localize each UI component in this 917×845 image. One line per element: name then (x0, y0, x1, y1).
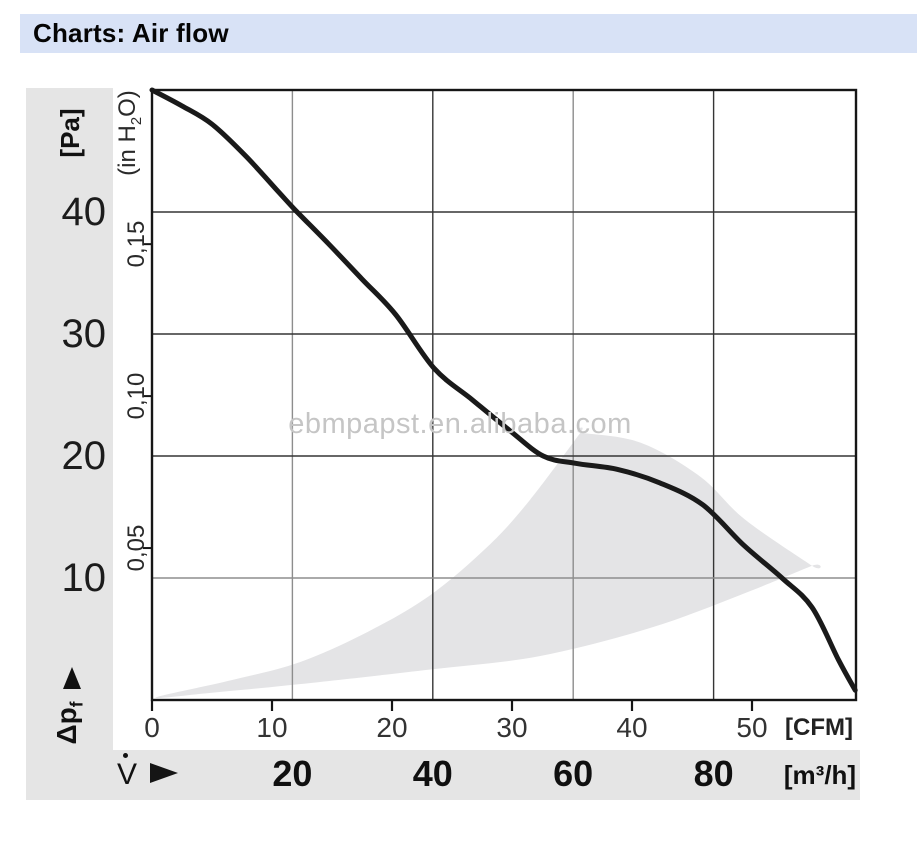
inh2o-unit-pre: (in H (114, 125, 141, 176)
dpf-sub: f (66, 701, 87, 708)
up-arrow-icon (63, 667, 81, 690)
cfm-unit-label: [CFM] (785, 714, 853, 741)
dpf-text: Δpf (50, 702, 94, 745)
pa-tick-label-40: 40 (61, 190, 107, 234)
inh2o-unit-sub: 2 (128, 116, 145, 126)
dpf-quantity-label: Δpf (51, 638, 89, 774)
m3h-unit-label: [m³/h] (783, 760, 857, 790)
inh2o-tick-label-0,05: 0,05 (123, 524, 150, 572)
cfm-tick-label-20: 20 (376, 712, 408, 743)
cfm-tick-label-30: 30 (496, 712, 528, 743)
pa-tick-label-30: 30 (61, 312, 107, 356)
left-axis-band (26, 88, 113, 800)
cfm-tick-label-0: 0 (144, 712, 160, 743)
dpf-pre: Δp (51, 707, 83, 745)
right-arrow-icon (150, 763, 178, 783)
operating-region (155, 427, 821, 699)
plot-frame (150, 88, 858, 702)
m3h-tick-label-20: 20 (272, 753, 313, 794)
inh2o-tick-label-0,10: 0,10 (123, 372, 150, 420)
inh2o-tick-label-0,15: 0,15 (123, 220, 150, 268)
pa-tick-label-10: 10 (61, 556, 107, 600)
cfm-tick-label-40: 40 (616, 712, 648, 743)
inh2o-unit-label: (in H2O) (113, 65, 145, 201)
title-bar: Charts: Air flow (20, 14, 917, 53)
m3h-tick-label-60: 60 (553, 753, 594, 794)
m3h-tick-label-40: 40 (412, 753, 453, 794)
flow-symbol-label: V (116, 758, 137, 791)
page-title: Charts: Air flow (33, 18, 229, 48)
cfm-tick-label-10: 10 (256, 712, 288, 743)
pa-tick-label-20: 20 (61, 434, 107, 478)
pa-unit-label: [Pa] (55, 108, 85, 158)
fan-characteristic-curve (149, 87, 858, 693)
watermark-text: ebmpapst.en.alibaba.com (288, 408, 632, 440)
cfm-tick-label-50: 50 (736, 712, 768, 743)
flow-symbol-dot-icon (123, 753, 128, 758)
inh2o-unit-post: O) (114, 90, 141, 117)
m3h-tick-label-80: 80 (693, 753, 734, 794)
